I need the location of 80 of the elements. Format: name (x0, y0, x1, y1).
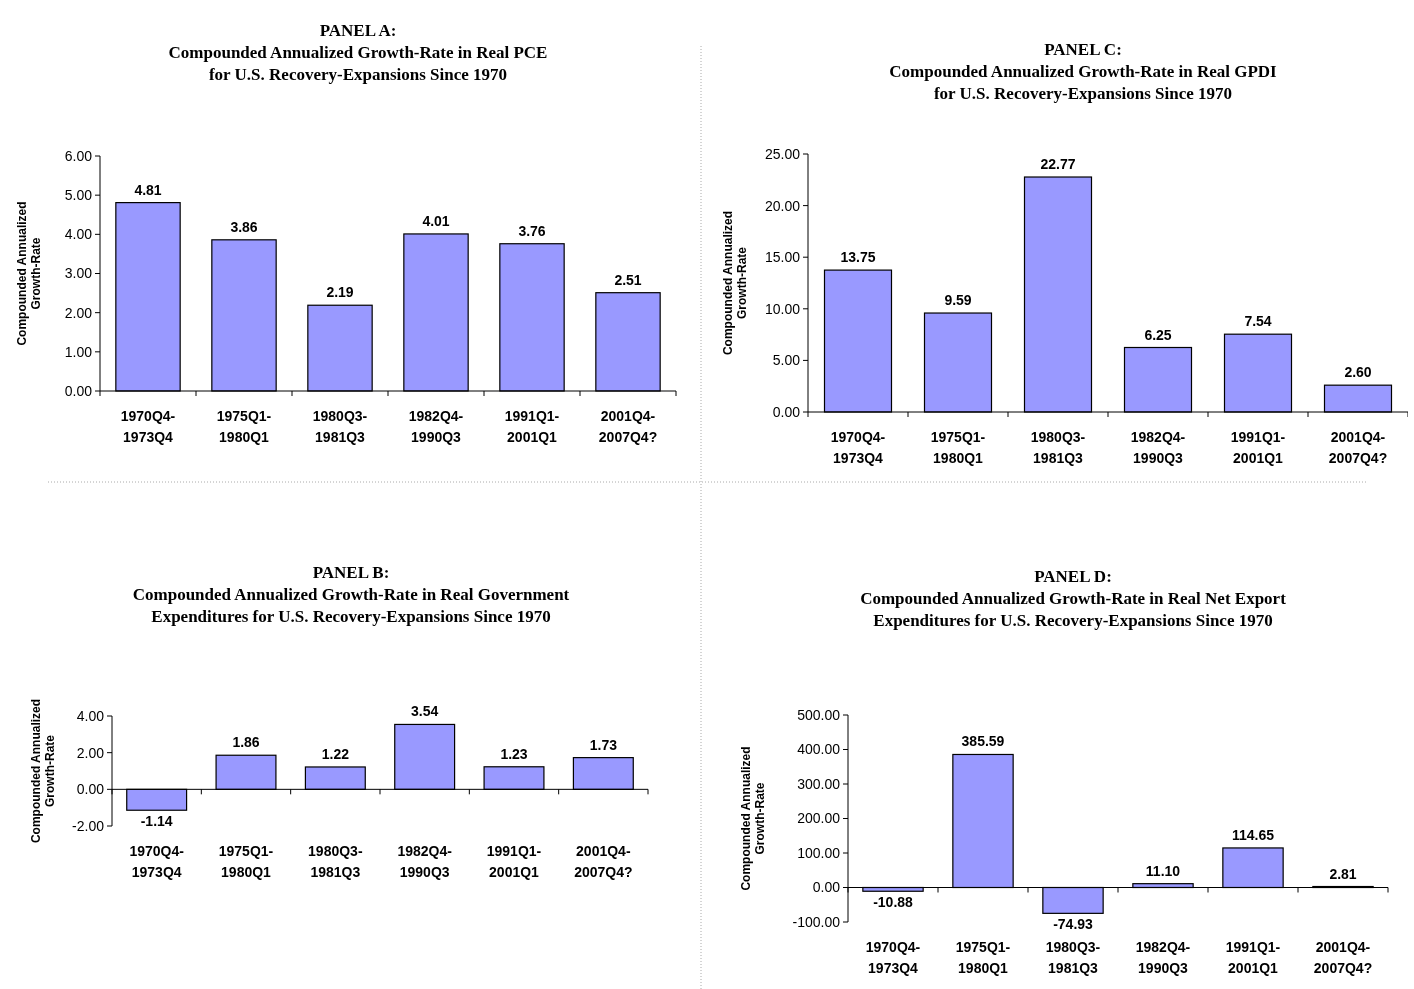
x-tick-label: 1982Q4-1990Q3 (1130, 429, 1186, 466)
y-tick-label: 300.00 (797, 775, 841, 792)
x-tick-label: 2001Q4-2007Q4? (1313, 939, 1373, 976)
data-label: -10.88 (873, 894, 914, 911)
y-tick-label: 20.00 (764, 197, 801, 214)
y-tick-label: 400.00 (797, 741, 841, 758)
data-label: 2.51 (614, 271, 642, 288)
y-tick-label: 4.00 (76, 707, 105, 724)
y-axis-title: Compounded Annualized Growth-Rate (739, 746, 767, 891)
x-tick-label: 2001Q4-2007Q4? (1328, 429, 1388, 466)
x-tick-label: 1975Q1-1980Q1 (955, 939, 1011, 976)
x-tick-label: 1975Q1-1980Q1 (930, 429, 986, 466)
x-tick-label: 1970Q4-1973Q4 (129, 843, 185, 880)
x-tick-label: 1982Q4-1990Q3 (1135, 939, 1191, 976)
y-tick-label: 5.00 (772, 352, 801, 369)
x-tick-label: 1980Q3-1981Q3 (312, 408, 368, 445)
x-tick-label: 1982Q4-1990Q3 (408, 408, 464, 445)
data-label: 4.01 (422, 212, 450, 229)
y-tick-label: 100.00 (797, 844, 841, 861)
chart-title: PANEL B: Compounded Annualized Growth-Rate in Real Government Expenditures for U.S. Recovery-Expansions Since 1970 (132, 563, 570, 626)
x-tick-label: 1970Q4-1973Q4 (120, 408, 176, 445)
data-label: 2.81 (1329, 865, 1357, 882)
data-label: 385.59 (961, 733, 1005, 750)
chart-title: PANEL C: Compounded Annualized Growth-Rate in Real GPDI for U.S. Recovery-Expansions Since 1970 (889, 40, 1278, 103)
data-label: -1.14 (140, 813, 173, 830)
y-tick-label: 200.00 (797, 810, 841, 827)
x-tick-label: 1991Q1-2001Q1 (504, 408, 560, 445)
x-tick-label: 1975Q1-1980Q1 (216, 408, 272, 445)
data-label: 3.86 (230, 218, 258, 235)
y-tick-label: 5.00 (64, 187, 93, 204)
data-label: -74.93 (1053, 916, 1094, 933)
chart-title: PANEL D: Compounded Annualized Growth-Rate in Real Net Export Expenditures for U.S. Recovery-Expansions Since 1970 (860, 567, 1287, 630)
y-tick-label: -100.00 (792, 913, 841, 930)
data-label: 22.77 (1040, 156, 1076, 173)
y-tick-label: 3.00 (64, 265, 93, 282)
y-tick-label: 0.00 (812, 879, 841, 896)
data-label: 3.54 (411, 703, 439, 720)
y-tick-label: 15.00 (764, 249, 801, 266)
x-tick-label: 1980Q3-1981Q3 (1045, 939, 1101, 976)
x-tick-label: 1991Q1-2001Q1 (1230, 429, 1286, 466)
y-axis-title: Compounded Annualized Growth-Rate (15, 201, 43, 346)
data-label: 4.81 (134, 181, 162, 198)
data-label: 1.86 (232, 734, 260, 751)
data-label: 13.75 (840, 249, 876, 266)
data-label: 1.73 (589, 736, 618, 753)
y-tick-label: 0.00 (64, 382, 93, 399)
x-tick-label: 1970Q4-1973Q4 (865, 939, 921, 976)
y-tick-label: 25.00 (764, 145, 801, 162)
y-tick-label: 0.00 (76, 781, 105, 798)
y-tick-label: 0.00 (772, 403, 801, 420)
data-label: 11.10 (1145, 862, 1181, 879)
x-tick-label: 2001Q4-2007Q4? (598, 408, 658, 445)
data-label: 2.19 (326, 284, 354, 301)
x-tick-label: 1980Q3-1981Q3 (1030, 429, 1086, 466)
y-axis-title: Compounded Annualized Growth-Rate (721, 210, 749, 356)
data-label: 114.65 (1231, 826, 1275, 843)
x-tick-label: 1980Q3-1981Q3 (308, 843, 363, 880)
data-label: 9.59 (944, 292, 972, 309)
y-tick-label: 500.00 (797, 706, 841, 723)
chart-title: PANEL A: Compounded Annualized Growth-Rate in Real PCE for U.S. Recovery-Expansions Since 1970 (168, 21, 548, 84)
x-tick-label: 1975Q1-1980Q1 (218, 843, 274, 880)
data-label: 1.22 (321, 745, 350, 762)
x-tick-label: 2001Q4-2007Q4? (574, 843, 633, 880)
x-tick-label: 1970Q4-1973Q4 (830, 429, 886, 466)
x-tick-label: 1982Q4-1990Q3 (397, 843, 453, 880)
y-tick-label: 2.00 (76, 744, 105, 761)
x-tick-label: 1991Q1-2001Q1 (486, 843, 542, 880)
y-tick-label: 2.00 (64, 304, 93, 321)
y-tick-label: 4.00 (64, 226, 93, 243)
y-tick-label: -2.00 (72, 817, 105, 834)
data-label: 2.60 (1344, 364, 1372, 381)
data-label: 7.54 (1244, 313, 1272, 330)
x-tick-label: 1991Q1-2001Q1 (1225, 939, 1281, 976)
data-label: 6.25 (1144, 326, 1172, 343)
y-axis-title: Compounded Annualized Growth-Rate (29, 698, 57, 844)
y-tick-label: 1.00 (64, 343, 93, 360)
data-label: 3.76 (518, 222, 546, 239)
data-label: 1.23 (500, 745, 528, 762)
y-tick-label: 6.00 (64, 147, 93, 164)
y-tick-label: 10.00 (764, 300, 801, 317)
